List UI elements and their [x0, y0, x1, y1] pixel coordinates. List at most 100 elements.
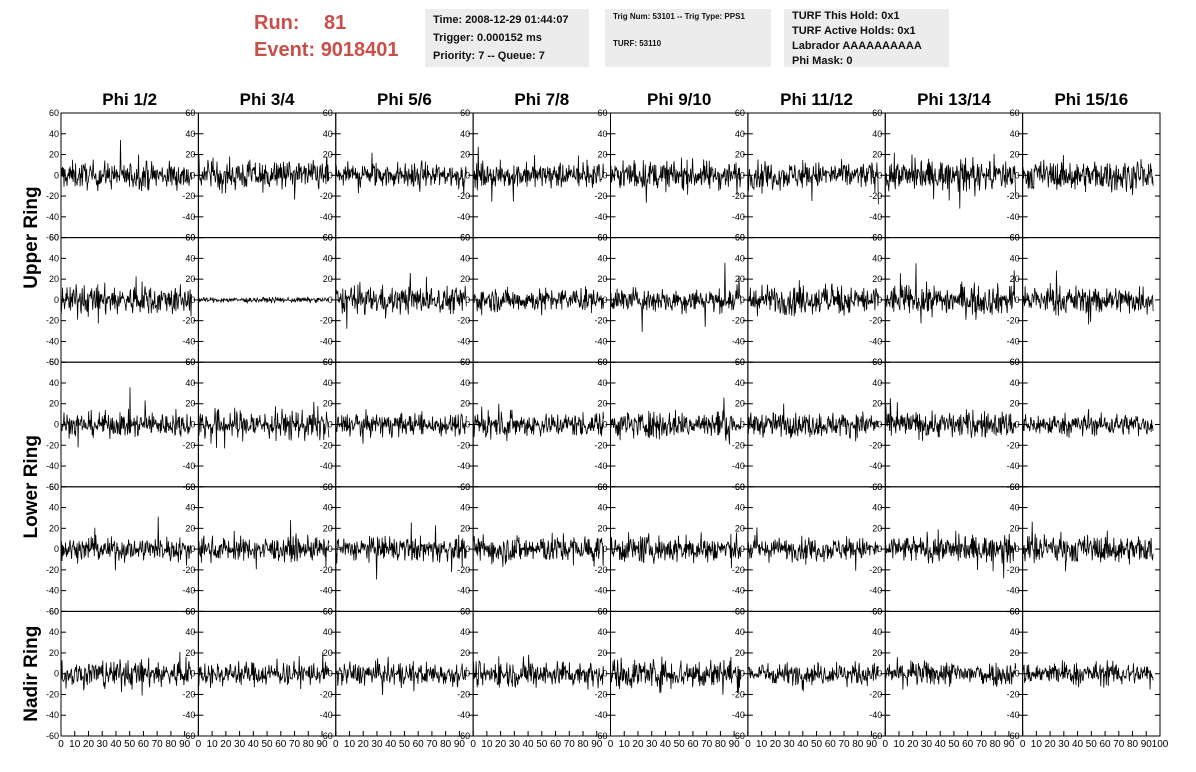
waveform-trace: [747, 661, 879, 692]
y-tick-label: -40: [182, 212, 195, 222]
y-tick-label: -20: [320, 440, 333, 450]
y-tick-label: 0: [877, 544, 882, 554]
y-tick-label: -60: [1007, 731, 1020, 741]
y-tick-label: 60: [597, 606, 607, 616]
y-tick-label: 40: [1010, 503, 1020, 513]
y-tick-label: -40: [732, 212, 745, 222]
x-tick-label: 20: [907, 739, 919, 750]
waveform-trace: [472, 286, 604, 316]
y-tick-label: -20: [320, 316, 333, 326]
y-tick-label: 0: [54, 170, 59, 180]
waveform-trace: [610, 157, 742, 203]
y-tick-label: -20: [869, 316, 882, 326]
column-title: Phi 5/6: [377, 90, 432, 109]
y-tick-label: 60: [872, 108, 882, 118]
y-tick-label: 20: [323, 399, 333, 409]
waveform-trace: [884, 657, 1017, 690]
y-tick-label: 20: [735, 150, 745, 160]
y-tick-label: 40: [460, 503, 470, 513]
y-tick-label: -40: [594, 336, 607, 346]
x-tick-label: 0: [1020, 739, 1026, 750]
trig-num-text: Trig Num: 53101 -- Trig Type: PPS1: [613, 12, 745, 21]
y-tick-label: -20: [594, 565, 607, 575]
column-title: Phi 3/4: [240, 90, 295, 109]
x-tick-label: 60: [275, 739, 287, 750]
y-tick-label: -20: [1007, 565, 1020, 575]
x-tick-label: 80: [990, 739, 1002, 750]
waveform-trace: [60, 276, 192, 324]
x-tick-label: 10: [207, 739, 219, 750]
y-tick-label: 60: [735, 233, 745, 243]
column-title: Phi 7/8: [514, 90, 569, 109]
y-tick-label: 0: [190, 544, 195, 554]
y-tick-label: 60: [323, 606, 333, 616]
y-tick-label: -40: [869, 461, 882, 471]
y-tick-label: -40: [594, 710, 607, 720]
y-tick-label: 60: [49, 233, 59, 243]
y-tick-label: 60: [1010, 357, 1020, 367]
waveform-trace: [884, 263, 1017, 324]
y-tick-label: -20: [46, 316, 59, 326]
y-tick-label: 0: [465, 669, 470, 679]
x-tick-label: 80: [303, 739, 315, 750]
event-value: 9018401: [320, 39, 399, 61]
y-tick-label: 60: [460, 108, 470, 118]
x-tick-label: 60: [550, 739, 562, 750]
y-tick-label: 0: [190, 669, 195, 679]
x-tick-label: 90: [1003, 739, 1015, 750]
y-tick-label: -40: [457, 212, 470, 222]
y-tick-label: -20: [457, 565, 470, 575]
y-tick-label: 0: [740, 544, 745, 554]
x-tick-label: 90: [179, 739, 191, 750]
x-tick-label: 20: [1045, 739, 1057, 750]
y-tick-label: 20: [735, 399, 745, 409]
y-tick-label: 20: [872, 274, 882, 284]
y-tick-label: -40: [320, 212, 333, 222]
y-tick-label: 20: [49, 648, 59, 658]
y-tick-label: -20: [182, 565, 195, 575]
y-tick-label: 0: [465, 170, 470, 180]
y-tick-label: -40: [869, 586, 882, 596]
y-tick-label: 40: [185, 253, 195, 263]
x-tick-label: 70: [976, 739, 988, 750]
y-tick-label: 40: [597, 378, 607, 388]
y-tick-label: 60: [323, 233, 333, 243]
y-tick-label: 40: [597, 129, 607, 139]
y-tick-label: 60: [597, 233, 607, 243]
y-tick-label: 40: [597, 627, 607, 637]
x-tick-label: 90: [1141, 739, 1153, 750]
x-tick-label: 50: [948, 739, 960, 750]
x-tick-label: 40: [797, 739, 809, 750]
x-tick-label: 50: [399, 739, 411, 750]
y-tick-label: 0: [328, 295, 333, 305]
y-tick-label: 60: [1010, 108, 1020, 118]
y-tick-label: 20: [323, 523, 333, 533]
y-tick-label: -20: [869, 565, 882, 575]
y-tick-label: 0: [1015, 669, 1020, 679]
waveform-trace: [610, 397, 742, 445]
y-tick-label: -20: [320, 191, 333, 201]
column-title: Phi 15/16: [1054, 90, 1128, 109]
waveform-trace: [60, 651, 192, 696]
y-tick-label: 60: [185, 108, 195, 118]
y-tick-label: 60: [872, 233, 882, 243]
waveform-trace: [198, 651, 330, 690]
ring-label: Upper Ring: [21, 186, 42, 288]
x-tick-label: 40: [385, 739, 397, 750]
x-tick-label: 90: [591, 739, 603, 750]
y-tick-label: 0: [465, 295, 470, 305]
x-tick-label: 10: [481, 739, 493, 750]
y-tick-label: -60: [46, 233, 59, 243]
y-tick-label: 20: [185, 274, 195, 284]
waveform-trace: [884, 152, 1017, 209]
x-tick-label: 80: [577, 739, 589, 750]
y-tick-label: 0: [740, 669, 745, 679]
y-tick-label: -40: [1007, 586, 1020, 596]
y-tick-label: -40: [732, 586, 745, 596]
x-tick-label: 30: [234, 739, 246, 750]
y-tick-label: 40: [323, 627, 333, 637]
y-tick-label: 60: [872, 357, 882, 367]
y-tick-label: 60: [460, 233, 470, 243]
x-tick-label: 30: [784, 739, 796, 750]
x-tick-label: 30: [509, 739, 521, 750]
